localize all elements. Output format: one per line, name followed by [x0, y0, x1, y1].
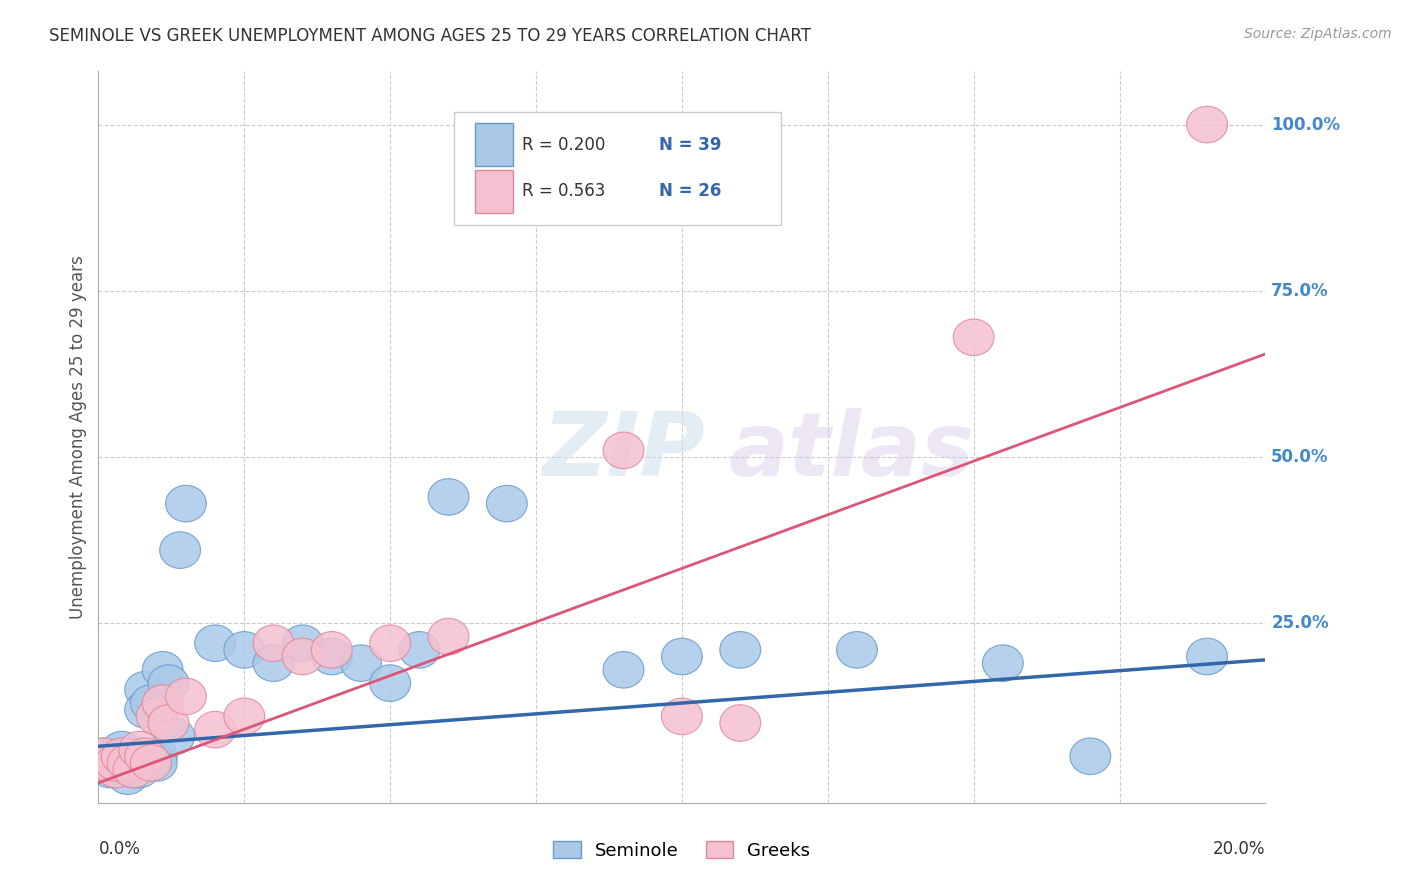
Ellipse shape: [101, 745, 142, 781]
Text: N = 26: N = 26: [658, 183, 721, 201]
FancyBboxPatch shape: [475, 169, 513, 212]
Ellipse shape: [90, 751, 131, 788]
Ellipse shape: [194, 712, 236, 747]
Ellipse shape: [84, 738, 125, 774]
Ellipse shape: [101, 738, 142, 774]
Text: 100.0%: 100.0%: [1271, 116, 1340, 134]
Ellipse shape: [283, 639, 323, 674]
Ellipse shape: [153, 718, 194, 755]
Ellipse shape: [983, 645, 1024, 681]
Ellipse shape: [837, 632, 877, 668]
Ellipse shape: [311, 639, 353, 674]
Text: R = 0.200: R = 0.200: [522, 136, 606, 154]
Ellipse shape: [603, 651, 644, 688]
Text: Source: ZipAtlas.com: Source: ZipAtlas.com: [1244, 27, 1392, 41]
Ellipse shape: [224, 632, 264, 668]
Ellipse shape: [166, 485, 207, 522]
Ellipse shape: [166, 678, 207, 714]
Ellipse shape: [311, 632, 353, 668]
Ellipse shape: [253, 645, 294, 681]
Text: ZIP: ZIP: [541, 409, 704, 495]
Ellipse shape: [720, 705, 761, 741]
Ellipse shape: [370, 625, 411, 662]
Ellipse shape: [1187, 106, 1227, 143]
Legend: Seminole, Greeks: Seminole, Greeks: [547, 834, 817, 867]
Ellipse shape: [96, 745, 136, 781]
Ellipse shape: [486, 485, 527, 522]
Ellipse shape: [120, 731, 160, 768]
Ellipse shape: [1070, 738, 1111, 774]
Ellipse shape: [148, 665, 188, 701]
Ellipse shape: [120, 751, 160, 788]
Ellipse shape: [96, 751, 136, 788]
FancyBboxPatch shape: [475, 123, 513, 166]
Ellipse shape: [90, 745, 131, 781]
Ellipse shape: [603, 432, 644, 468]
Ellipse shape: [399, 632, 440, 668]
Text: R = 0.563: R = 0.563: [522, 183, 606, 201]
FancyBboxPatch shape: [454, 112, 782, 225]
Ellipse shape: [131, 685, 172, 722]
Text: SEMINOLE VS GREEK UNEMPLOYMENT AMONG AGES 25 TO 29 YEARS CORRELATION CHART: SEMINOLE VS GREEK UNEMPLOYMENT AMONG AGE…: [49, 27, 811, 45]
Ellipse shape: [142, 651, 183, 688]
Ellipse shape: [1187, 639, 1227, 674]
Ellipse shape: [427, 479, 470, 516]
Ellipse shape: [148, 705, 188, 741]
Ellipse shape: [253, 625, 294, 662]
Ellipse shape: [661, 639, 703, 674]
Text: 75.0%: 75.0%: [1271, 282, 1329, 300]
Text: 50.0%: 50.0%: [1271, 448, 1329, 466]
Text: 20.0%: 20.0%: [1213, 840, 1265, 858]
Text: 25.0%: 25.0%: [1271, 615, 1329, 632]
Ellipse shape: [720, 632, 761, 668]
Ellipse shape: [90, 745, 131, 781]
Ellipse shape: [136, 698, 177, 735]
Ellipse shape: [96, 751, 136, 788]
Text: 0.0%: 0.0%: [98, 840, 141, 858]
Ellipse shape: [125, 691, 166, 728]
Ellipse shape: [84, 738, 125, 774]
Text: atlas: atlas: [728, 409, 974, 495]
Ellipse shape: [120, 738, 160, 774]
Ellipse shape: [224, 698, 264, 735]
Ellipse shape: [107, 745, 148, 781]
Ellipse shape: [136, 745, 177, 781]
Text: N = 39: N = 39: [658, 136, 721, 154]
Ellipse shape: [427, 618, 470, 655]
Ellipse shape: [160, 532, 201, 568]
Ellipse shape: [107, 738, 148, 774]
Ellipse shape: [661, 698, 703, 735]
Ellipse shape: [101, 731, 142, 768]
Ellipse shape: [283, 625, 323, 662]
Ellipse shape: [370, 665, 411, 701]
Ellipse shape: [125, 738, 166, 774]
Ellipse shape: [953, 319, 994, 356]
Ellipse shape: [194, 625, 236, 662]
Ellipse shape: [136, 738, 177, 774]
Ellipse shape: [107, 758, 148, 795]
Ellipse shape: [112, 745, 153, 781]
Ellipse shape: [131, 745, 172, 781]
Y-axis label: Unemployment Among Ages 25 to 29 years: Unemployment Among Ages 25 to 29 years: [69, 255, 87, 619]
Ellipse shape: [142, 685, 183, 722]
Ellipse shape: [125, 672, 166, 708]
Ellipse shape: [112, 751, 153, 788]
Ellipse shape: [112, 751, 153, 788]
Ellipse shape: [340, 645, 381, 681]
